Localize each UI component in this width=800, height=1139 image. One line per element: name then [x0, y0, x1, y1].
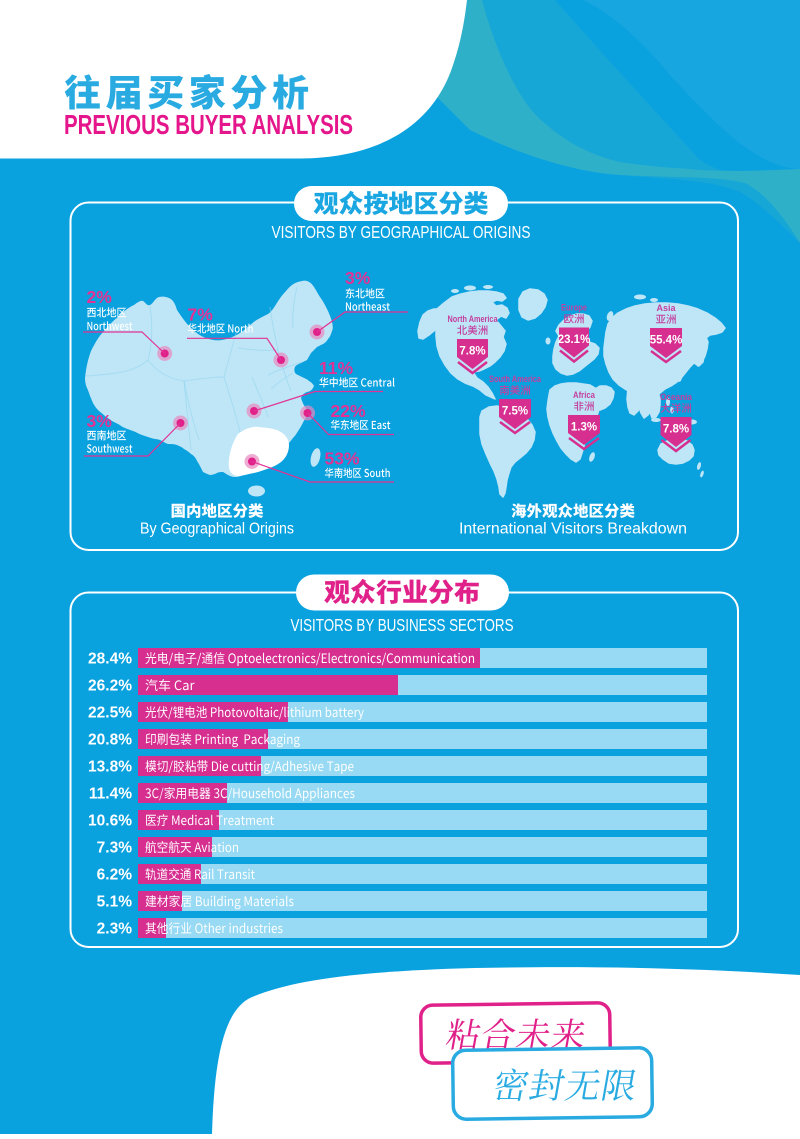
svg-text:23.1%: 23.1% [558, 334, 591, 346]
svg-text:7.8%: 7.8% [663, 424, 689, 436]
svg-text:7.5%: 7.5% [502, 406, 528, 418]
svg-text:VISITORS BY BUSINESS SECTORS: VISITORS BY BUSINESS SECTORS [291, 615, 514, 635]
svg-text:13.8%: 13.8% [88, 759, 132, 776]
svg-text:26.2%: 26.2% [88, 678, 132, 695]
svg-text:28.4%: 28.4% [88, 651, 132, 668]
svg-text:1.3%: 1.3% [571, 422, 597, 434]
svg-text:53%: 53% [325, 449, 360, 469]
svg-text:7%: 7% [188, 305, 214, 325]
svg-text:VISITORS BY GEOGRAPHICAL ORIGI: VISITORS BY GEOGRAPHICAL ORIGINS [272, 222, 531, 242]
svg-text:5.1%: 5.1% [97, 894, 133, 911]
svg-text:10.6%: 10.6% [88, 813, 132, 830]
svg-text:2.3%: 2.3% [97, 921, 133, 938]
svg-text:Europe: Europe [561, 303, 587, 314]
svg-text:North America: North America [448, 314, 499, 325]
svg-text:International Visitors Breakdo: International Visitors Breakdown [459, 521, 687, 538]
svg-text:South America: South America [489, 374, 542, 385]
svg-text:6.2%: 6.2% [97, 867, 133, 884]
svg-text:20.8%: 20.8% [88, 732, 132, 749]
svg-text:11%: 11% [319, 358, 353, 378]
svg-text:By Geographical Origins: By Geographical Origins [140, 521, 294, 538]
svg-text:7.8%: 7.8% [459, 346, 485, 358]
svg-text:Africa: Africa [573, 390, 596, 401]
svg-text:22%: 22% [331, 401, 366, 421]
svg-text:PREVIOUS BUYER ANALYSIS: PREVIOUS BUYER ANALYSIS [64, 109, 353, 140]
svg-text:11.4%: 11.4% [89, 786, 132, 803]
svg-text:55.4%: 55.4% [650, 335, 683, 347]
svg-text:7.3%: 7.3% [97, 840, 133, 857]
svg-text:22.5%: 22.5% [88, 705, 132, 722]
svg-text:3%: 3% [345, 268, 371, 288]
svg-text:3%: 3% [87, 411, 113, 431]
svg-text:2%: 2% [87, 287, 113, 307]
svg-text:Oceania: Oceania [660, 392, 693, 403]
svg-text:Asia: Asia [657, 303, 677, 314]
